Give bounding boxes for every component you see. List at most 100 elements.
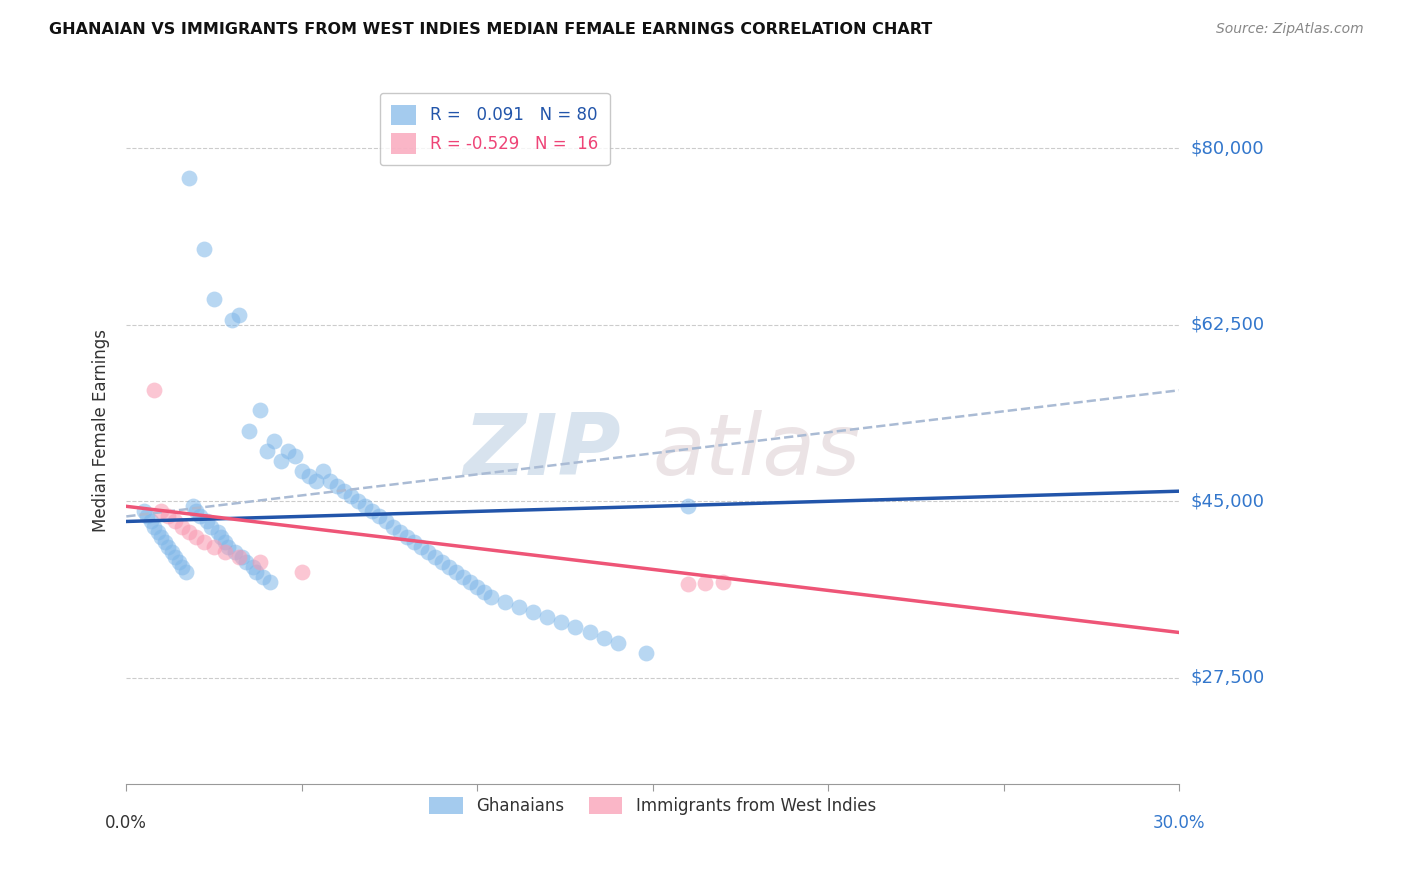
Point: [312, 464, 335, 478]
Point: [284, 449, 307, 463]
Point: [214, 545, 236, 559]
Point: [437, 560, 460, 574]
Point: [221, 312, 243, 326]
Text: 0.0%: 0.0%: [105, 814, 148, 832]
Point: [564, 620, 586, 634]
Text: $45,000: $45,000: [1191, 492, 1264, 510]
Point: [423, 549, 446, 564]
Point: [150, 530, 173, 544]
Point: [200, 519, 222, 533]
Point: [494, 595, 516, 609]
Point: [277, 443, 299, 458]
Point: [157, 509, 180, 524]
Point: [270, 454, 292, 468]
Point: [430, 555, 453, 569]
Point: [472, 585, 495, 599]
Point: [235, 555, 257, 569]
Point: [249, 403, 271, 417]
Point: [508, 600, 530, 615]
Point: [186, 504, 208, 518]
Text: atlas: atlas: [652, 410, 860, 493]
Point: [179, 171, 201, 186]
Point: [202, 540, 225, 554]
Point: [209, 530, 232, 544]
Point: [340, 489, 363, 503]
Point: [179, 524, 201, 539]
Point: [458, 574, 481, 589]
Text: GHANAIAN VS IMMIGRANTS FROM WEST INDIES MEDIAN FEMALE EARNINGS CORRELATION CHART: GHANAIAN VS IMMIGRANTS FROM WEST INDIES …: [49, 22, 932, 37]
Point: [444, 565, 467, 579]
Point: [550, 615, 572, 630]
Point: [298, 469, 321, 483]
Text: Source: ZipAtlas.com: Source: ZipAtlas.com: [1216, 22, 1364, 37]
Point: [578, 625, 600, 640]
Point: [174, 565, 197, 579]
Point: [214, 534, 236, 549]
Point: [231, 549, 253, 564]
Point: [354, 500, 377, 514]
Point: [139, 515, 162, 529]
Point: [479, 590, 502, 604]
Point: [193, 534, 215, 549]
Point: [172, 519, 194, 533]
Point: [259, 574, 281, 589]
Point: [711, 574, 734, 589]
Text: $27,500: $27,500: [1191, 669, 1264, 687]
Point: [143, 384, 166, 398]
Text: $62,500: $62,500: [1191, 316, 1264, 334]
Point: [146, 524, 169, 539]
Point: [245, 565, 267, 579]
Point: [249, 555, 271, 569]
Point: [150, 504, 173, 518]
Point: [522, 605, 544, 619]
Point: [160, 545, 183, 559]
Point: [361, 504, 384, 518]
Point: [305, 474, 328, 488]
Point: [242, 560, 264, 574]
Point: [592, 631, 614, 645]
Point: [256, 443, 278, 458]
Point: [217, 540, 239, 554]
Point: [207, 524, 229, 539]
Point: [228, 549, 250, 564]
Point: [375, 515, 398, 529]
Point: [263, 434, 285, 448]
Point: [157, 540, 180, 554]
Legend: Ghanaians, Immigrants from West Indies: Ghanaians, Immigrants from West Indies: [423, 790, 883, 822]
Point: [676, 500, 699, 514]
Point: [319, 474, 342, 488]
Text: ZIP: ZIP: [464, 410, 621, 493]
Point: [465, 580, 488, 594]
Point: [409, 540, 432, 554]
Point: [326, 479, 349, 493]
Point: [195, 515, 218, 529]
Point: [165, 549, 187, 564]
Y-axis label: Median Female Earnings: Median Female Earnings: [93, 329, 110, 533]
Point: [451, 570, 474, 584]
Point: [132, 504, 155, 518]
Point: [172, 560, 194, 574]
Point: [402, 534, 425, 549]
Point: [634, 646, 657, 660]
Point: [202, 293, 225, 307]
Point: [291, 464, 314, 478]
Point: [416, 545, 439, 559]
Point: [347, 494, 370, 508]
Text: $80,000: $80,000: [1191, 139, 1264, 157]
Point: [333, 484, 356, 499]
Point: [396, 530, 419, 544]
Point: [291, 565, 314, 579]
Point: [252, 570, 274, 584]
Point: [181, 500, 204, 514]
Point: [695, 576, 717, 591]
Point: [224, 545, 246, 559]
Point: [536, 610, 558, 624]
Point: [143, 519, 166, 533]
Text: 30.0%: 30.0%: [1153, 814, 1205, 832]
Point: [228, 308, 250, 322]
Point: [165, 515, 187, 529]
Point: [606, 635, 628, 649]
Point: [153, 534, 176, 549]
Point: [382, 519, 405, 533]
Point: [238, 424, 260, 438]
